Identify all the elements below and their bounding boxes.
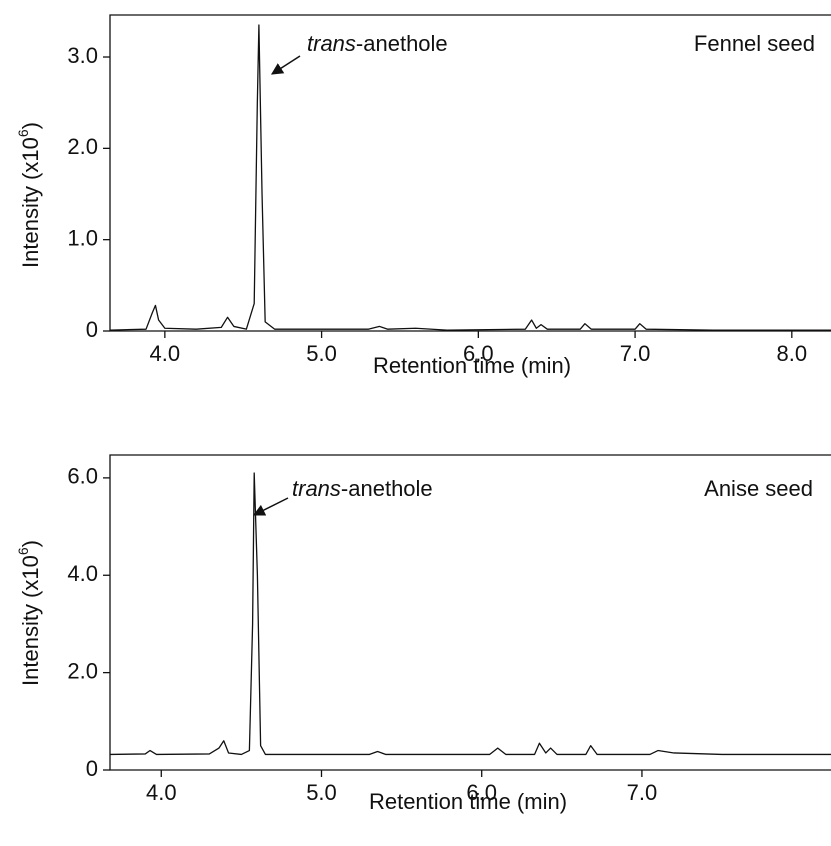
annotation-italic: trans [292, 476, 341, 501]
annotation-text: -anethole [341, 476, 433, 501]
y-tick-label: 2.0 [67, 658, 98, 683]
sample-label: Anise seed [704, 476, 813, 501]
x-tick-label: 6.0 [463, 341, 494, 366]
y-axis-label-part: ) [18, 122, 43, 129]
x-tick-label: 6.0 [466, 780, 497, 805]
x-tick-label: 4.0 [150, 341, 181, 366]
y-tick-label: 3.0 [67, 43, 98, 68]
annotation-italic: trans [307, 31, 356, 56]
y-tick-label: 0 [86, 756, 98, 781]
y-tick-label: 1.0 [67, 225, 98, 250]
axis-frame [109, 14, 831, 332]
x-tick-label: 5.0 [306, 780, 337, 805]
y-axis-label: Intensity (x106) [15, 122, 43, 268]
y-axis-label-sup: 6 [15, 547, 31, 555]
peak-annotation: trans-anethole [292, 476, 433, 501]
annotation-arrow [270, 55, 301, 75]
annotation-arrow [252, 497, 289, 516]
y-axis-label-part: ) [18, 540, 43, 547]
y-tick-label: 4.0 [67, 561, 98, 586]
chromatogram-trace [109, 472, 831, 756]
panel: 0 2.0 4.0 6.0 4.0 5.0 6.0 7.0 Retention time (mi… [15, 454, 831, 814]
panel: 0 1.0 2.0 3.0 4.0 5.0 6.0 7.0 8.0 Retention time … [15, 14, 831, 378]
x-tick-label: 5.0 [306, 341, 337, 366]
y-axis-label-part: Intensity (x10 [18, 137, 43, 268]
y-axis-label: Intensity (x106) [15, 540, 43, 686]
y-tick-label: 2.0 [67, 134, 98, 159]
y-axis-label-part: Intensity (x10 [18, 555, 43, 686]
x-tick-label: 7.0 [627, 780, 658, 805]
annotation-text: -anethole [356, 31, 448, 56]
peak-annotation: trans-anethole [307, 31, 448, 56]
y-axis-label-sup: 6 [15, 129, 31, 137]
x-axis-label: Retention time (min) [373, 353, 571, 378]
sample-label: Fennel seed [694, 31, 815, 56]
y-tick-label: 0 [86, 317, 98, 342]
x-tick-label: 4.0 [146, 780, 177, 805]
chromatogram-trace [109, 24, 831, 331]
x-tick-label: 8.0 [777, 341, 808, 366]
y-tick-label: 6.0 [67, 464, 98, 489]
x-axis-label: Retention time (min) [369, 789, 567, 814]
axis-frame [109, 454, 831, 771]
x-tick-label: 7.0 [620, 341, 651, 366]
